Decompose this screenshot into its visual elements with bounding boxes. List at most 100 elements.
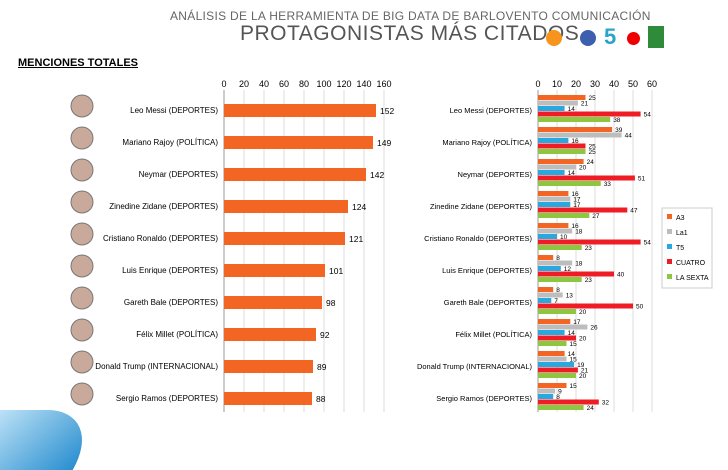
x-tick-label: 160	[376, 79, 391, 89]
data-label: 54	[644, 112, 652, 119]
data-label: 15	[570, 357, 578, 364]
x-tick-label: 40	[259, 79, 269, 89]
x-tick-label: 40	[609, 79, 619, 89]
data-label: 15	[570, 341, 578, 348]
bar	[538, 191, 569, 196]
bar	[538, 277, 582, 282]
data-label: 44	[625, 133, 633, 140]
category-label: Mariano Rajoy (POLÍTICA)	[122, 138, 218, 147]
bar	[538, 213, 590, 218]
data-label: 13	[566, 293, 574, 300]
data-label: 27	[592, 213, 600, 220]
bar	[224, 360, 313, 373]
bar	[224, 104, 376, 117]
bar	[538, 405, 584, 410]
bar	[538, 303, 633, 309]
bar	[538, 271, 614, 277]
bar	[538, 234, 557, 239]
bar	[538, 149, 586, 154]
data-label: 25	[589, 149, 597, 156]
bar	[538, 356, 567, 362]
category-label: Zinedine Zidane (DEPORTES)	[430, 202, 532, 211]
bar	[538, 170, 565, 175]
bar	[538, 341, 567, 346]
data-label: 16	[571, 191, 579, 198]
data-label: 25	[589, 95, 597, 102]
bar	[538, 106, 565, 111]
data-label: 38	[613, 117, 621, 124]
bar	[224, 168, 366, 181]
data-label: 26	[590, 325, 598, 332]
category-label: Gareth Bale (DEPORTES)	[124, 298, 218, 307]
bar	[538, 388, 556, 394]
data-label: 24	[587, 159, 595, 166]
bar	[538, 132, 622, 138]
data-label: 40	[617, 272, 625, 279]
page-title: PROTAGONISTAS MÁS CITADOS	[240, 22, 580, 45]
bar	[224, 296, 322, 309]
data-label: 14	[568, 351, 576, 358]
data-label: 98	[326, 298, 336, 308]
bar	[538, 255, 554, 260]
bar	[538, 223, 569, 228]
data-label: 152	[380, 106, 394, 116]
category-label: Luis Enrique (DEPORTES)	[122, 266, 218, 275]
bar	[538, 181, 601, 186]
x-tick-label: 20	[571, 79, 581, 89]
x-tick-label: 120	[336, 79, 351, 89]
bar	[538, 266, 561, 271]
data-label: 10	[560, 234, 568, 241]
bar	[538, 330, 565, 335]
bar	[224, 200, 348, 213]
legend-label: T5	[676, 245, 684, 252]
data-label: 33	[604, 181, 612, 188]
x-tick-label: 140	[356, 79, 371, 89]
bar	[538, 319, 571, 324]
x-tick-label: 30	[590, 79, 600, 89]
x-tick-label: 10	[552, 79, 562, 89]
data-label: 16	[571, 223, 579, 230]
data-label: 12	[564, 266, 572, 273]
data-label: 17	[573, 319, 581, 326]
bar	[538, 164, 576, 170]
data-label: 23	[585, 277, 593, 284]
category-label: Cristiano Ronaldo (DEPORTES)	[424, 234, 532, 243]
data-label: 47	[630, 208, 638, 215]
data-label: 50	[636, 304, 644, 311]
category-label: Leo Messi (DEPORTES)	[130, 106, 218, 115]
category-label: Félix Millet (POLÍTICA)	[136, 330, 218, 339]
category-label: Donald Trump (INTERNACIONAL)	[417, 362, 533, 371]
bar	[538, 324, 588, 330]
data-label: 16	[571, 138, 579, 145]
data-label: 51	[638, 176, 646, 183]
avatar	[70, 190, 94, 214]
bar	[538, 383, 567, 388]
antena3-logo	[546, 30, 562, 46]
bar	[538, 373, 576, 378]
legend-swatch	[667, 214, 672, 219]
bar	[538, 335, 576, 341]
bar	[538, 239, 641, 245]
category-label: Sergio Ramos (DEPORTES)	[116, 394, 218, 403]
x-tick-label: 0	[535, 79, 540, 89]
bar	[538, 309, 576, 314]
bar	[538, 196, 571, 202]
data-label: 142	[370, 170, 384, 180]
x-tick-label: 60	[279, 79, 289, 89]
data-label: 89	[317, 362, 327, 372]
bar	[538, 143, 586, 149]
subtitle: ANÁLISIS DE LA HERRAMIENTA DE BIG DATA D…	[170, 9, 651, 23]
data-label: 19	[577, 362, 585, 369]
bar	[224, 136, 373, 149]
legend-label: La1	[676, 230, 688, 237]
data-label: 20	[579, 165, 587, 172]
data-label: 149	[377, 138, 391, 148]
data-label: 92	[320, 330, 330, 340]
data-label: 8	[556, 255, 560, 262]
data-label: 20	[579, 336, 587, 343]
data-label: 121	[349, 234, 363, 244]
bar	[538, 394, 554, 399]
legend-swatch	[667, 229, 672, 234]
data-label: 15	[570, 383, 578, 390]
